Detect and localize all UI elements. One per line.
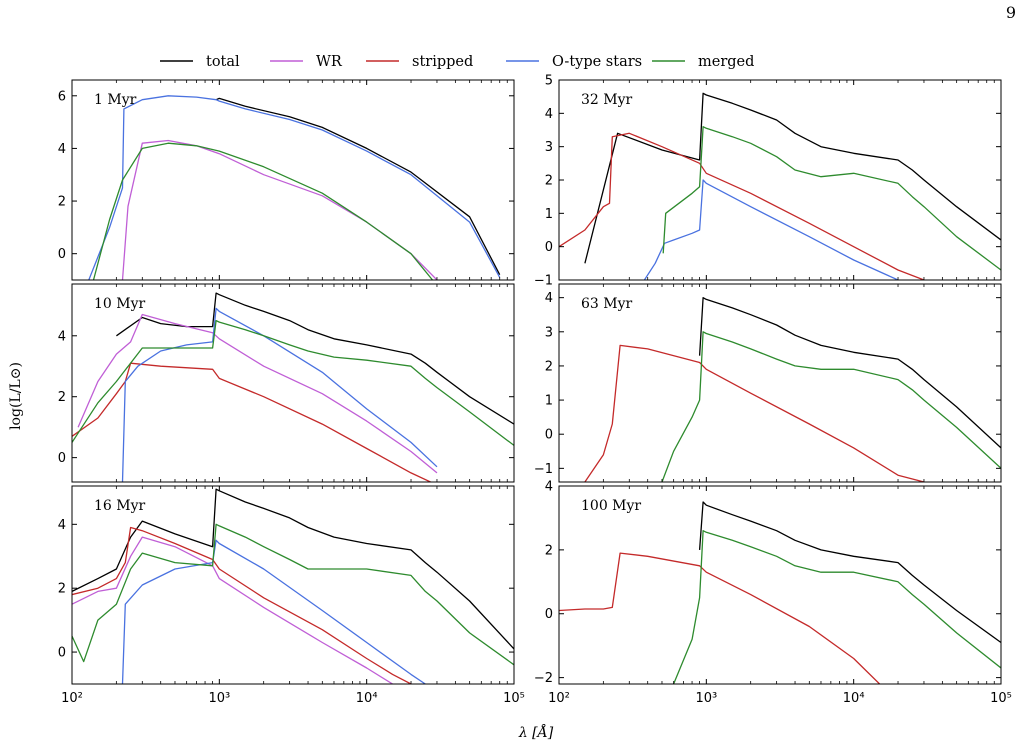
ytick-label: 4: [58, 518, 66, 533]
ytick-label: 0: [545, 240, 553, 255]
ytick-label: 1: [545, 207, 553, 222]
legend-label: WR: [316, 54, 343, 70]
series-line-merged: [72, 319, 514, 446]
ylabel-text: log(L/L⊙): [8, 362, 24, 430]
panel-frame: [558, 485, 1002, 685]
legend-label: O-type stars: [552, 54, 642, 70]
panel-frame: [558, 283, 1002, 483]
series-line-total: [116, 292, 514, 425]
series-line-o-type-stars: [643, 179, 899, 280]
series-line-total: [215, 97, 501, 275]
ytick-label: 2: [58, 390, 66, 405]
x-axis-label: λ [Å]: [518, 723, 554, 741]
xtick-label: 10⁵: [503, 691, 525, 706]
xtick-label: 10²: [61, 691, 83, 706]
series-line-stripped: [72, 362, 433, 482]
panel-10-myr: 0 2 4 10 Myr: [58, 283, 515, 483]
ytick-label: 2: [58, 195, 66, 210]
ytick-label: 0: [58, 451, 66, 466]
xtick-label: 10³: [695, 691, 717, 706]
panel-title: 63 Myr: [581, 296, 633, 312]
legend: total WR stripped O-type stars merged: [160, 54, 754, 70]
panel-title: 32 Myr: [581, 92, 633, 108]
series-line-merged: [672, 530, 1001, 684]
series-line-stripped: [559, 132, 925, 280]
ytick-label: 1: [545, 394, 553, 409]
series-line-wr: [72, 536, 393, 684]
xtick-label: 10⁵: [990, 691, 1012, 706]
series-line-stripped: [584, 344, 925, 482]
series-group: [72, 488, 514, 684]
ytick-label: 0: [545, 428, 553, 443]
panel-frame: [71, 485, 515, 685]
ytick-label: 3: [545, 325, 553, 340]
ytick-label: −1: [534, 274, 553, 289]
series-group: [584, 297, 1001, 482]
series-line-stripped: [72, 526, 412, 684]
series-line-o-type-stars: [121, 539, 426, 684]
xtick-label: 10⁴: [356, 691, 378, 706]
series-line-total: [584, 92, 1001, 264]
panel-100-myr: −2 0 2 4 10² 10³ 10⁴ 10⁵ 100 Myr: [534, 480, 1012, 707]
xlabel-text: λ [Å]: [518, 723, 554, 741]
panel-title: 16 Myr: [94, 498, 146, 514]
series-line-total: [698, 501, 1001, 644]
ytick-label: 4: [58, 329, 66, 344]
panel-frame: [71, 79, 515, 281]
panel-16-myr: 0 2 4 10² 10³ 10⁴ 10⁵ 16 Myr: [58, 485, 525, 706]
series-line-stripped: [559, 552, 881, 684]
ytick-label: −1: [534, 462, 553, 477]
ytick-label: 0: [58, 646, 66, 661]
ytick-label: −2: [534, 671, 553, 686]
xtick-label: 10³: [208, 691, 230, 706]
xtick-label: 10⁴: [843, 691, 865, 706]
series-group: [559, 92, 1001, 280]
series-line-total: [72, 488, 514, 650]
panel-title: 100 Myr: [581, 498, 641, 514]
ytick-label: 0: [545, 607, 553, 622]
series-line-total: [698, 297, 1001, 449]
ytick-label: 6: [58, 89, 66, 104]
panel-frame: [71, 283, 515, 483]
y-axis-label: log(L/L⊙): [8, 362, 24, 430]
ytick-label: 2: [545, 174, 553, 189]
ytick-label: 0: [58, 247, 66, 262]
ytick-label: 4: [545, 480, 553, 495]
ytick-label: 2: [545, 543, 553, 558]
panel-63-myr: −1 0 1 2 3 4 63 Myr: [534, 283, 1002, 483]
series-line-o-type-stars: [87, 95, 501, 280]
series-line-merged: [72, 523, 514, 666]
panel-title: 10 Myr: [94, 296, 146, 312]
panel-32-myr: −1 0 1 2 3 4 5 32 Myr: [534, 74, 1002, 289]
panel-title: 1 Myr: [94, 92, 137, 108]
ytick-label: 2: [545, 359, 553, 374]
legend-label: merged: [698, 54, 754, 70]
legend-label: total: [206, 54, 240, 70]
series-line-merged: [92, 142, 434, 280]
panels: 0 2 4 6 1 Myr −1 0 1 2 3 4 5 32 Myr 0 2 4 10 Myr −1 0 1 2 3 4 6…: [58, 74, 1012, 707]
series-group: [87, 95, 501, 280]
series-line-wr: [77, 313, 438, 474]
ytick-label: 5: [545, 74, 553, 89]
series-line-merged: [662, 126, 1001, 271]
series-line-o-type-stars: [121, 307, 438, 482]
panel-frame: [558, 79, 1002, 281]
ytick-label: 3: [545, 140, 553, 155]
series-group: [72, 292, 514, 482]
ytick-label: 4: [545, 107, 553, 122]
series-line-merged: [661, 331, 1001, 482]
ytick-label: 2: [58, 582, 66, 597]
legend-label: stripped: [412, 54, 473, 70]
page-number: 9: [1006, 3, 1016, 22]
series-group: [559, 501, 1001, 684]
panel-1-myr: 0 2 4 6 1 Myr: [58, 79, 515, 281]
xtick-label: 10²: [548, 691, 570, 706]
ytick-label: 4: [58, 142, 66, 157]
ytick-label: 4: [545, 291, 553, 306]
